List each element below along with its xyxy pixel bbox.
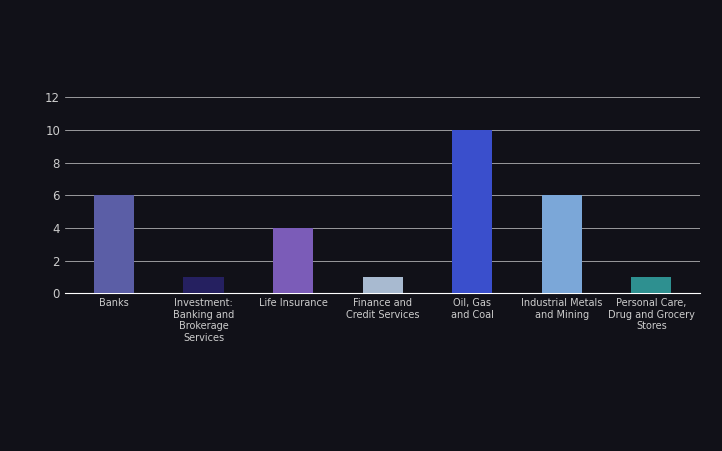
Bar <box>94 195 134 293</box>
Bar <box>273 228 313 293</box>
Bar <box>452 130 492 293</box>
Bar <box>542 195 582 293</box>
Bar <box>362 277 403 293</box>
Bar <box>183 277 224 293</box>
Bar <box>631 277 671 293</box>
